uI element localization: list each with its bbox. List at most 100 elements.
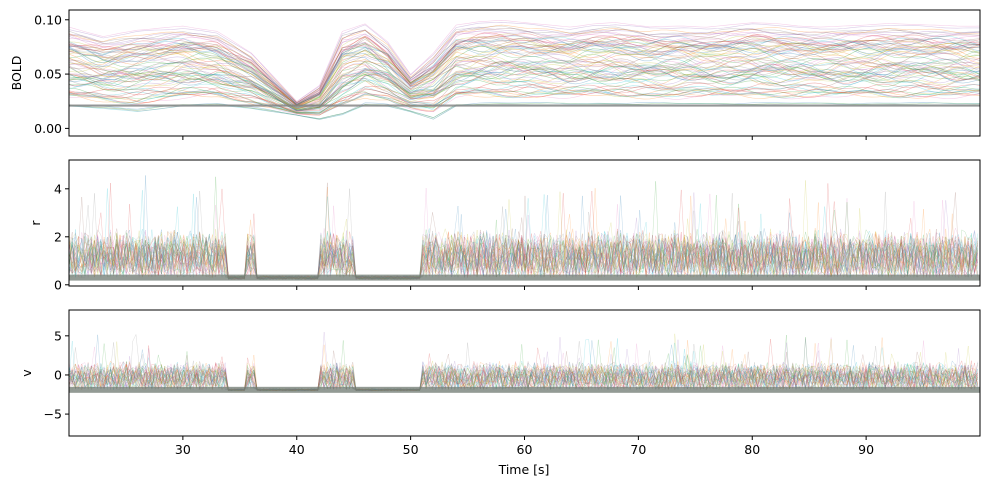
bold-trace xyxy=(69,104,980,120)
v-panel: 30 40 50 60 70 80 90 −5 0 5 v Time [s] xyxy=(19,309,981,477)
r-trace xyxy=(69,214,978,280)
bold-trace xyxy=(69,82,980,113)
r-trace xyxy=(69,195,978,280)
r-trace xyxy=(69,230,978,280)
bold-trace xyxy=(69,42,980,105)
bold-trace xyxy=(69,101,980,120)
v-trace xyxy=(69,337,978,392)
v-trace xyxy=(69,341,978,392)
bold-trace xyxy=(69,28,980,104)
r-trace xyxy=(69,192,978,280)
v-trace xyxy=(69,349,978,392)
v-trace xyxy=(69,337,978,392)
bold-trace xyxy=(69,56,980,111)
bold-trace xyxy=(69,77,980,113)
bold-trace xyxy=(69,73,980,111)
bold-trace xyxy=(69,82,980,115)
r-trace xyxy=(69,201,978,280)
r-trace xyxy=(69,188,978,280)
y-tick-label: 0.05 xyxy=(34,67,62,82)
y-tick-label: 5 xyxy=(54,328,62,343)
bold-trace xyxy=(69,68,980,111)
r-baseline-band xyxy=(69,274,980,281)
y-tick-label: 0 xyxy=(54,367,62,382)
bold-trace xyxy=(69,31,980,105)
bold-trace xyxy=(69,44,980,106)
r-trace xyxy=(69,222,978,280)
bold-trace xyxy=(69,86,980,114)
v-trace xyxy=(69,338,978,392)
v-trace xyxy=(69,337,978,392)
v-trace xyxy=(69,334,978,392)
bold-trace xyxy=(69,84,980,116)
r-trace xyxy=(69,203,978,280)
v-trace xyxy=(69,339,978,392)
r-trace xyxy=(69,231,978,280)
bold-trace xyxy=(69,37,980,104)
v-trace xyxy=(69,345,978,392)
bold-trace xyxy=(69,57,980,108)
r-trace xyxy=(69,202,978,280)
bold-trace xyxy=(69,37,980,105)
bold-trace xyxy=(69,33,980,105)
r-trace xyxy=(69,182,978,280)
r-trace xyxy=(69,181,978,280)
v-trace xyxy=(69,342,978,392)
bold-trace xyxy=(69,37,980,106)
v-trace xyxy=(69,344,978,392)
bold-trace xyxy=(69,26,980,104)
r-trace xyxy=(69,205,978,280)
r-trace xyxy=(69,200,978,280)
v-ticks: 30 40 50 60 70 80 90 −5 0 5 xyxy=(44,328,875,457)
bold-trace xyxy=(69,35,980,106)
r-trace xyxy=(69,217,978,280)
bold-trace xyxy=(69,19,980,102)
bold-trace xyxy=(69,43,980,106)
v-xlabel: Time [s] xyxy=(498,462,550,477)
bold-trace xyxy=(69,39,980,105)
bold-trace xyxy=(69,42,980,108)
bold-trace xyxy=(69,38,980,105)
v-trace xyxy=(69,345,978,392)
bold-trace xyxy=(69,38,980,106)
bold-trace xyxy=(69,63,980,109)
v-trace xyxy=(69,341,978,392)
r-trace xyxy=(69,188,978,280)
bold-trace xyxy=(69,24,980,103)
bold-trace xyxy=(69,39,980,106)
bold-trace xyxy=(69,57,980,109)
v-trace xyxy=(69,350,978,392)
r-trace xyxy=(69,204,978,280)
bold-trace xyxy=(69,66,980,110)
y-tick-label: 0.10 xyxy=(34,12,62,27)
r-ticks: 0 2 4 xyxy=(54,181,867,292)
v-trace xyxy=(69,340,978,392)
bold-trace xyxy=(69,61,980,110)
r-trace xyxy=(69,175,978,280)
bold-trace xyxy=(69,33,980,105)
v-trace xyxy=(69,351,978,391)
bold-trace xyxy=(69,39,980,106)
r-trace xyxy=(69,193,978,280)
r-trace xyxy=(69,222,978,280)
bold-trace xyxy=(69,90,980,114)
bold-ylabel: BOLD xyxy=(9,56,24,91)
bold-trace xyxy=(69,25,980,103)
r-trace xyxy=(69,192,978,280)
bold-trace xyxy=(69,53,980,109)
bold-trace xyxy=(69,88,980,114)
v-trace xyxy=(69,339,978,392)
v-trace xyxy=(69,344,978,392)
r-trace xyxy=(69,188,978,280)
bold-trace xyxy=(69,89,980,114)
bold-trace xyxy=(69,46,980,106)
v-trace xyxy=(69,345,978,392)
bold-trace xyxy=(69,45,980,109)
bold-trace xyxy=(69,48,980,107)
bold-trace xyxy=(69,51,980,108)
bold-trace xyxy=(69,70,980,112)
r-ylabel: r xyxy=(28,220,43,226)
bold-trace xyxy=(69,71,980,111)
v-traces xyxy=(69,332,980,393)
